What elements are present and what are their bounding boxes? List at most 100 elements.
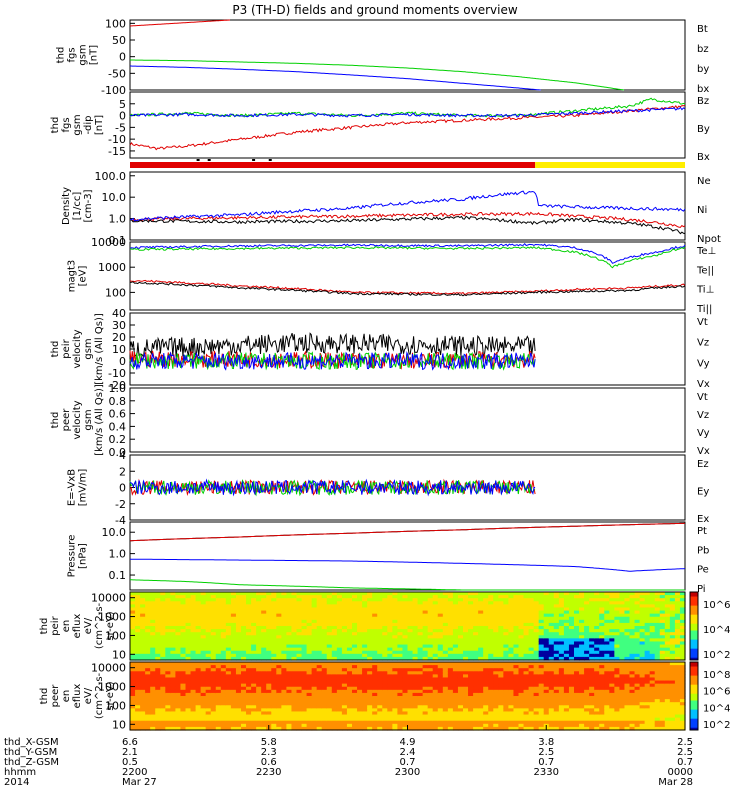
heatmap-cell bbox=[548, 702, 555, 706]
heatmap-cell bbox=[130, 705, 136, 709]
heatmap-cell bbox=[498, 708, 504, 713]
heatmap-cell bbox=[301, 656, 308, 661]
heatmap-cell bbox=[644, 607, 651, 612]
heatmap-cell bbox=[316, 601, 323, 605]
heatmap-cell bbox=[649, 653, 656, 658]
heatmap-cell bbox=[478, 668, 484, 672]
heatmap-cell bbox=[130, 598, 136, 602]
heatmap-cell bbox=[205, 668, 212, 672]
heatmap-cell bbox=[619, 702, 626, 706]
heatmap-cell bbox=[165, 674, 171, 679]
heatmap-cell bbox=[357, 714, 363, 719]
heatmap-cell bbox=[528, 650, 535, 655]
heatmap-cell bbox=[205, 592, 212, 596]
heatmap-cell bbox=[170, 711, 177, 716]
heatmap-cell bbox=[528, 619, 535, 624]
heatmap-cell bbox=[457, 671, 464, 675]
heatmap-cell bbox=[130, 610, 136, 615]
heatmap-cell bbox=[432, 711, 439, 716]
heatmap-cell bbox=[427, 683, 434, 688]
heatmap-cell bbox=[574, 635, 580, 639]
heatmap-cell bbox=[291, 650, 298, 655]
heatmap-cell bbox=[276, 680, 282, 685]
heatmap-cell bbox=[457, 692, 464, 697]
heatmap-cell bbox=[644, 705, 651, 709]
heatmap-cell bbox=[215, 717, 222, 722]
heatmap-cell bbox=[230, 610, 237, 615]
heatmap-cell bbox=[392, 656, 399, 661]
colorbar-segment bbox=[690, 644, 698, 647]
heatmap-cell bbox=[326, 726, 333, 731]
heatmap-cell bbox=[235, 629, 242, 633]
heatmap-cell bbox=[180, 696, 187, 700]
heatmap-cell bbox=[387, 711, 393, 716]
heatmap-cell bbox=[185, 626, 192, 630]
heatmap-cell bbox=[463, 610, 469, 615]
colorbar-segment bbox=[690, 605, 698, 609]
heatmap-cell bbox=[563, 720, 570, 725]
heatmap-cell bbox=[311, 644, 318, 649]
heatmap-cell bbox=[397, 702, 404, 706]
heatmap-cell bbox=[170, 632, 177, 636]
heatmap-cell bbox=[548, 689, 555, 694]
heatmap-cell bbox=[286, 604, 293, 609]
heatmap-cell bbox=[437, 619, 444, 624]
heatmap-cell bbox=[452, 644, 459, 649]
heatmap-cell bbox=[306, 644, 313, 649]
heatmap-cell bbox=[457, 662, 464, 666]
heatmap-cell bbox=[478, 692, 484, 697]
heatmap-cell bbox=[513, 702, 520, 706]
heatmap-cell bbox=[407, 638, 414, 643]
heatmap-cell bbox=[503, 696, 510, 700]
y-axis-label: [1/cc] bbox=[72, 192, 83, 221]
heatmap-cell bbox=[488, 656, 494, 661]
heatmap-cell bbox=[311, 607, 318, 612]
heatmap-cell bbox=[140, 626, 146, 630]
y-tick-label: 20 bbox=[112, 331, 126, 344]
heatmap-cell bbox=[220, 629, 227, 633]
heatmap-cell bbox=[261, 641, 267, 646]
heatmap-cell bbox=[457, 696, 464, 700]
heatmap-cell bbox=[331, 626, 338, 630]
heatmap-cell bbox=[574, 619, 580, 624]
heatmap-cell bbox=[574, 699, 580, 703]
heatmap-cell bbox=[553, 619, 560, 624]
y-axis-label: sr-eV) bbox=[105, 611, 116, 640]
heatmap-cell bbox=[402, 641, 409, 646]
heatmap-cell bbox=[402, 720, 409, 725]
heatmap-cell bbox=[498, 644, 504, 649]
heatmap-cell bbox=[478, 656, 484, 661]
heatmap-cell bbox=[609, 711, 615, 716]
heatmap-cell bbox=[190, 671, 197, 675]
heatmap-cell bbox=[629, 686, 636, 691]
heatmap-cell bbox=[155, 683, 161, 688]
heatmap-cell bbox=[412, 598, 419, 602]
heatmap-cell bbox=[457, 607, 464, 612]
colorbar-segment bbox=[690, 657, 698, 661]
heatmap-cell bbox=[664, 610, 671, 615]
heatmap-cell bbox=[387, 665, 393, 669]
heatmap-cell bbox=[235, 705, 242, 709]
heatmap-cell bbox=[523, 644, 530, 649]
heatmap-cell bbox=[629, 683, 636, 688]
heatmap-cell bbox=[266, 683, 272, 688]
heatmap-cell bbox=[533, 632, 540, 636]
heatmap-cell bbox=[654, 711, 661, 716]
heatmap-cell bbox=[281, 595, 288, 599]
heatmap-cell bbox=[362, 647, 368, 652]
heatmap-cell bbox=[538, 711, 545, 716]
heatmap-cell bbox=[679, 635, 686, 639]
heatmap-cell bbox=[503, 711, 510, 716]
heatmap-cell bbox=[185, 632, 192, 636]
heatmap-cell bbox=[362, 668, 368, 672]
heatmap-cell bbox=[568, 692, 575, 697]
y-axis-label: thd bbox=[50, 412, 61, 429]
heatmap-cell bbox=[160, 613, 166, 618]
heatmap-cell bbox=[180, 711, 187, 716]
heatmap-cell bbox=[175, 699, 182, 703]
heatmap-cell bbox=[594, 683, 600, 688]
heatmap-cell bbox=[160, 723, 166, 728]
heatmap-cell bbox=[629, 650, 636, 655]
heatmap-cell bbox=[180, 689, 187, 694]
heatmap-cell bbox=[614, 720, 621, 725]
